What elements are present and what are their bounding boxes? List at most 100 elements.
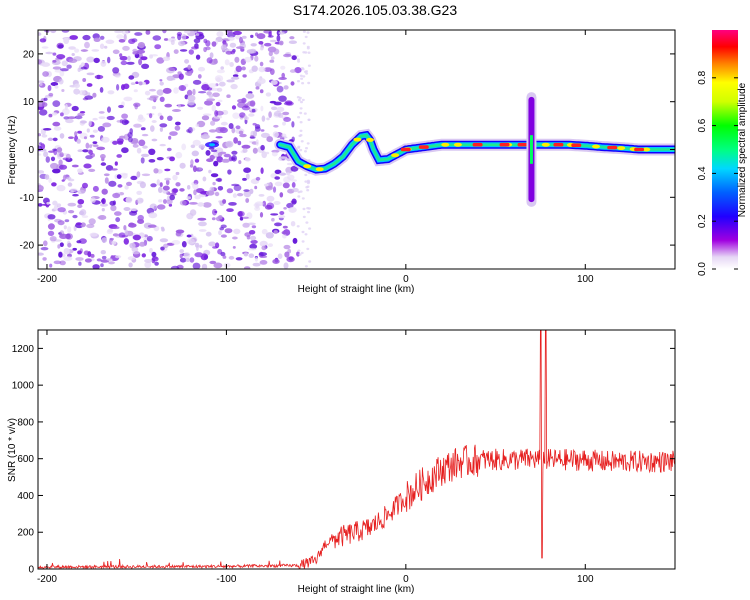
- noise-blob: [57, 244, 61, 249]
- noise-blob: [289, 69, 296, 73]
- noise-blob: [243, 115, 248, 120]
- noise-blob: [63, 37, 70, 44]
- noise-blob: [77, 189, 86, 195]
- noise-blob: [237, 193, 244, 197]
- noise-blob: [162, 185, 170, 191]
- noise-blob: [179, 257, 187, 263]
- noise-blob: [99, 43, 105, 50]
- noise-blob: [56, 54, 66, 60]
- noise-blob: [225, 30, 233, 33]
- noise-blob: [138, 81, 143, 86]
- noise-blob: [124, 120, 130, 124]
- noise-blob: [251, 65, 258, 72]
- noise-blob: [159, 123, 168, 128]
- noise-blob: [188, 49, 194, 55]
- noise-blob: [38, 59, 43, 65]
- noise-blob: [301, 82, 305, 85]
- noise-blob: [297, 195, 301, 198]
- ridge-hotspot: [642, 147, 651, 152]
- noise-blob: [184, 59, 190, 64]
- noise-blob: [104, 177, 109, 184]
- noise-blob: [282, 111, 290, 116]
- noise-blob: [286, 162, 293, 166]
- noise-blob: [266, 202, 275, 210]
- noise-blob: [172, 174, 178, 181]
- noise-blob: [294, 67, 302, 74]
- noise-blob: [220, 234, 227, 238]
- noise-blob: [288, 256, 294, 261]
- noise-blob: [258, 66, 266, 73]
- noise-blob: [283, 207, 287, 210]
- noise-blob: [183, 252, 191, 259]
- noise-blob: [302, 42, 306, 45]
- noise-blob: [78, 261, 82, 266]
- noise-blob: [239, 133, 247, 138]
- noise-blob: [71, 105, 79, 112]
- noise-blob: [198, 167, 203, 171]
- noise-blob: [82, 182, 88, 189]
- noise-blob: [297, 249, 301, 252]
- noise-blob: [151, 105, 157, 110]
- noise-blob: [59, 152, 64, 158]
- noise-blob: [243, 189, 250, 192]
- noise-blob: [271, 151, 278, 157]
- noise-blob: [257, 78, 266, 85]
- noise-blob: [212, 208, 217, 216]
- noise-blob: [114, 30, 124, 34]
- noise-blob: [112, 67, 120, 74]
- noise-blob: [68, 210, 75, 214]
- noise-blob: [38, 153, 42, 156]
- noise-blob: [197, 66, 206, 72]
- noise-blob: [249, 243, 258, 250]
- noise-blob: [292, 237, 298, 244]
- noise-blob: [50, 156, 56, 162]
- noise-blob: [52, 121, 61, 127]
- noise-blob: [203, 46, 208, 53]
- noise-blob: [235, 257, 243, 261]
- noise-blob: [192, 88, 196, 96]
- noise-blob: [123, 207, 131, 211]
- noise-blob: [297, 146, 301, 149]
- noise-blob: [235, 65, 242, 73]
- noise-blob: [84, 258, 92, 263]
- noise-blob: [272, 186, 277, 193]
- noise-blob: [301, 197, 305, 200]
- noise-blob: [174, 125, 181, 131]
- noise-blob: [100, 203, 108, 207]
- ridge-hotspot: [391, 153, 400, 158]
- y-tick-label: -10: [20, 193, 35, 204]
- noise-blob: [144, 259, 153, 263]
- noise-blob: [302, 30, 306, 33]
- noise-blob: [163, 243, 169, 248]
- noise-blob: [164, 177, 172, 181]
- noise-blob: [105, 39, 115, 44]
- noise-blob: [127, 132, 133, 138]
- noise-blob: [243, 252, 249, 257]
- noise-blob: [306, 47, 310, 50]
- noise-blob: [282, 225, 288, 229]
- noise-blob: [220, 251, 226, 257]
- noise-blob: [261, 115, 266, 122]
- noise-blob: [258, 252, 267, 257]
- noise-blob: [286, 172, 290, 176]
- noise-blob: [206, 57, 213, 64]
- noise-blob: [202, 202, 212, 208]
- noise-blob: [149, 88, 156, 92]
- snr-series-line: [38, 330, 675, 569]
- noise-blob: [154, 261, 159, 266]
- noise-blob: [129, 242, 136, 249]
- noise-blob: [54, 69, 62, 73]
- ridge-hotspot: [453, 142, 462, 147]
- ridge-hotspot: [315, 167, 324, 172]
- noise-blob: [77, 130, 82, 134]
- noise-blob: [266, 195, 275, 202]
- noise-blob: [63, 248, 70, 255]
- noise-blob: [291, 187, 299, 193]
- noise-blob: [77, 204, 83, 209]
- noise-blob: [278, 156, 288, 159]
- noise-blob: [272, 131, 279, 138]
- noise-blob: [156, 57, 165, 64]
- noise-blob: [84, 95, 94, 100]
- noise-blob: [86, 83, 93, 87]
- noise-blob: [220, 121, 228, 126]
